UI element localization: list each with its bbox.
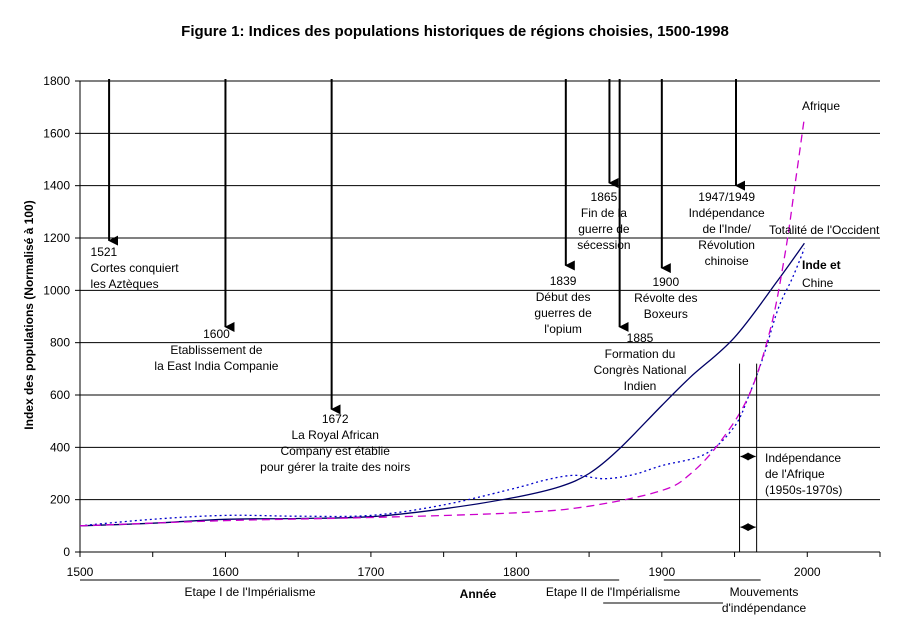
event-label-1900: 1900 Révolte des Boxeurs [634,275,697,321]
y-tick-label: 400 [50,440,70,454]
x-tick-label: 1600 [212,565,239,579]
series-line-totalit-de-l-occident [79,242,805,527]
event-label-line: Indien [624,379,657,393]
event-label-line: l'opium [544,322,582,336]
y-tick-label: 800 [50,336,70,350]
x-tick-label: 1900 [648,565,675,579]
series-label: Inde et [802,258,841,272]
independence-movements-label: Mouvements [730,585,799,599]
event-label-line: chinoise [705,254,749,268]
event-label-1865: 1865 Fin de la guerre de sécession [577,190,630,252]
event-label-line: Révolution [698,238,755,252]
event-label-1672: 1672 La Royal African Company est établie p… [260,412,410,474]
x-tick-label: 1700 [358,565,385,579]
stage-ii-label: Etape II de l'Impérialisme [546,585,681,599]
independence-label-line: Indépendance [765,451,841,465]
event-label-line: Cortes conquiert [91,261,180,275]
event-label-line: pour gérer la traite des noirs [260,460,410,474]
y-tick-label: 600 [50,388,70,402]
series-labels: Afrique Totalité de l'Occident Inde et Chin… [769,99,880,290]
x-tick-label: 1500 [67,565,94,579]
event-label-line: 1839 [550,274,577,288]
y-tick-label: 1000 [43,283,70,297]
y-tick-label: 0 [63,545,70,559]
event-label-line: les Aztèques [91,277,159,291]
event-annotations: 1521 Cortes conquiert les Aztèques 1600 Etab… [91,79,842,552]
x-axis-label: Année [460,587,497,601]
y-axis-label: Index des populations (Normalisé à 100) [22,200,36,429]
event-label-line: Boxeurs [644,307,688,321]
y-tick-label: 1600 [43,126,70,140]
series-line-afrique [79,117,806,527]
series-label: Chine [802,276,834,290]
event-label-line: Company est établie [280,444,390,458]
y-tick-label: 1800 [43,74,70,88]
event-label-line: 1600 [203,327,230,341]
series-label: Totalité de l'Occident [769,223,880,237]
chart-title: Figure 1: Indices des populations histor… [181,23,729,40]
x-tick-label: 2000 [794,565,821,579]
event-label-1521: 1521 Cortes conquiert les Aztèques [91,245,180,291]
y-tick-labels: 0 200 400 600 800 1000 1200 1400 1600 1800 [43,74,70,559]
event-label-line: 1672 [322,412,349,426]
event-label-line: 1885 [627,331,654,345]
event-label-line: guerre de [578,222,630,236]
independence-label-line: de l'Afrique [765,467,825,481]
event-label-line: Début des [536,290,591,304]
event-label-line: Etablissement de [170,343,262,357]
x-tick-labels: 1500 1600 1700 1800 1900 2000 [67,565,821,579]
event-label-line: Fin de la [581,206,627,220]
event-label-line: Formation du [605,347,676,361]
independence-label-line: (1950s-1970s) [765,483,842,497]
event-label-line: la East India Companie [154,359,278,373]
event-label-1948: 1947/1949 Indépendance de l'Inde/Révolutio… [689,190,765,268]
event-label-line: Congrès National [594,363,687,377]
independence-movements-label-2: d'indépendance [722,601,807,615]
axes [75,80,881,557]
grid-lines [80,80,880,553]
event-label-line: 1865 [591,190,618,204]
event-label-line: de l'Inde/ [702,222,751,236]
event-label-1885: 1885 Formation du Congrès National Indien [594,331,687,393]
event-label-line: 1900 [652,275,679,289]
x-tick-label: 1800 [503,565,530,579]
event-label-line: sécession [577,238,630,252]
event-label-line: guerres de [534,306,592,320]
series-lines [79,117,806,527]
y-tick-label: 1400 [43,179,70,193]
independence-label: Indépendance de l'Afrique (1950s-1970s) [765,451,842,497]
event-label-line: Révolte des [634,291,697,305]
event-label-line: Indépendance [689,206,765,220]
event-label-1600: 1600 Etablissement de la East India Compan… [154,327,278,373]
y-tick-label: 200 [50,493,70,507]
event-label-line: 1947/1949 [698,190,755,204]
stage-brackets: Etape I de l'Impérialisme Etape II de l'I… [80,579,807,615]
event-label-line: 1521 [91,245,118,259]
event-label-1839: 1839 Début des guerres de l'opium [534,274,592,336]
event-label-line: La Royal African [291,428,378,442]
y-tick-label: 1200 [43,231,70,245]
series-label: Afrique [802,99,840,113]
stage-i-label: Etape I de l'Impérialisme [184,585,315,599]
